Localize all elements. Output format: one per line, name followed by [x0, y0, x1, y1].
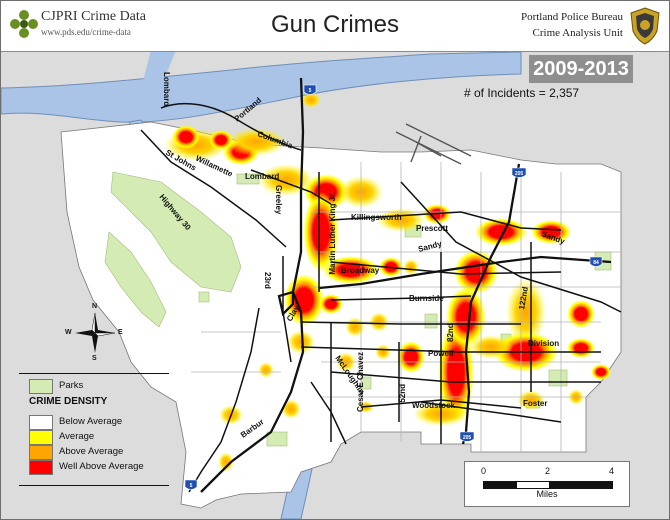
- legend: Parks CRIME DENSITY Below Average Averag…: [19, 373, 169, 493]
- svg-text:84: 84: [593, 260, 599, 266]
- svg-text:205: 205: [463, 435, 472, 441]
- road-label-burnside: Burnside: [409, 294, 444, 303]
- columbia-river: [1, 52, 522, 123]
- legend-swatch: [29, 430, 53, 445]
- scale-segment: [516, 481, 550, 489]
- road-label-mlk: Martin Luther King Jr.: [328, 192, 337, 275]
- map-header: CJPRI Crime Data www.pds.edu/crime-data …: [1, 1, 669, 52]
- road-label-woodstock: Woodstock: [412, 401, 456, 410]
- scale-tick-0: 0: [481, 466, 487, 476]
- map-title: Gun Crimes: [270, 11, 400, 38]
- road-label-lombard: Lombard: [245, 172, 279, 181]
- incident-count: # of Incidents = 2,357: [464, 86, 579, 100]
- road-label-prescott: Prescott: [416, 224, 448, 233]
- road-label-broadway: Broadway: [341, 266, 380, 275]
- incident-label: # of Incidents =: [464, 86, 546, 100]
- compass-rose-icon: N S W E: [65, 303, 123, 362]
- legend-item-label: Below Average: [59, 416, 123, 427]
- legend-parks-swatch: [29, 379, 53, 394]
- shield-i205-south: 205: [459, 431, 475, 442]
- shield-i5-south: 5: [184, 479, 198, 490]
- freeways: [200, 77, 612, 493]
- scale-segment: [483, 481, 517, 489]
- agency-name: Portland Police Bureau: [520, 11, 623, 23]
- compass-e: E: [118, 329, 123, 336]
- period-badge: 2009-2013: [529, 55, 633, 83]
- shield-i5-north: 5: [303, 84, 317, 95]
- major-roads: [140, 102, 622, 493]
- road-label-foster: Foster: [523, 399, 547, 408]
- org-url: www.pds.edu/crime-data: [41, 27, 131, 37]
- scale-bar: 0 2 4 Miles: [464, 461, 630, 507]
- legend-parks-label: Parks: [59, 380, 84, 391]
- shield-i205-north: 205: [511, 167, 527, 178]
- willamette-north-channel: [135, 52, 176, 112]
- scale-unit: Miles: [536, 489, 558, 499]
- road-label-82nd: 82nd: [446, 323, 455, 342]
- legend-top-rule: [19, 373, 169, 374]
- legend-swatch: [29, 415, 53, 430]
- road-label-52nd: 52nd: [398, 384, 407, 403]
- shield-i84: 84: [589, 256, 603, 267]
- legend-swatch: [29, 460, 53, 475]
- svg-text:5: 5: [309, 88, 312, 94]
- road-label-killingsworth: Killingsworth: [351, 213, 402, 222]
- legend-bottom-rule: [19, 485, 169, 486]
- scale-segment: [549, 481, 613, 489]
- legend-swatch: [29, 445, 53, 460]
- road-label-greeley: Greeley: [274, 185, 283, 215]
- road-label-powell: Powell: [428, 349, 453, 358]
- org-name: CJPRI Crime Data: [41, 9, 146, 24]
- road-label-23rd: 23rd: [263, 272, 272, 289]
- svg-text:205: 205: [515, 171, 524, 177]
- legend-heading: CRIME DENSITY: [29, 396, 108, 407]
- police-badge-icon: [630, 7, 660, 45]
- road-label-cesar-chavez: Cesar E Chavez: [356, 352, 365, 412]
- city-map: 5 205 84 205 5 Lombard Portland Columbia…: [1, 52, 669, 519]
- road-label-122nd: 122nd: [517, 286, 530, 310]
- airport-runways: [395, 123, 472, 165]
- incident-value: 2,357: [549, 86, 580, 100]
- road-label-division: Division: [528, 339, 559, 348]
- scale-tick-4: 4: [609, 466, 615, 476]
- compass-w: W: [65, 329, 72, 336]
- cjpri-logo-icon: [10, 10, 38, 38]
- legend-item-label: Average: [59, 431, 95, 442]
- scale-tick-2: 2: [545, 466, 551, 476]
- svg-text:5: 5: [190, 483, 193, 489]
- legend-item-label: Above Average: [59, 446, 124, 457]
- road-label-lombard-north: Lombard: [162, 72, 171, 106]
- compass-s: S: [92, 355, 97, 362]
- legend-item-label: Well Above Average: [59, 461, 144, 472]
- compass-n: N: [92, 303, 98, 310]
- unit-name: Crime Analysis Unit: [532, 27, 623, 39]
